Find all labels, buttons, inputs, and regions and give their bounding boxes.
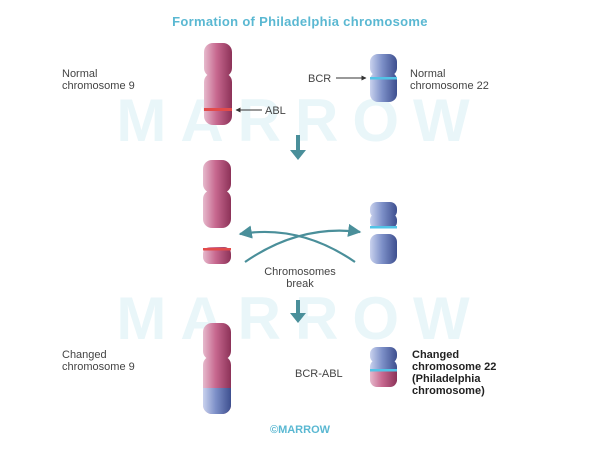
label-normal-chromosome-22: Normal chromosome 22 [410, 68, 489, 92]
bcr-band [370, 77, 397, 80]
watermark-bottom: MARROW [40, 284, 560, 353]
broken-chromosome-22 [370, 202, 397, 264]
label-chromosomes-break: Chromosomes break [264, 266, 336, 290]
changed-chromosome-9 [203, 323, 231, 414]
watermark-top: MARROW [116, 87, 484, 154]
footer-copyright: ©MARROW [269, 424, 331, 436]
exchange-arrows [238, 223, 362, 263]
label-changed-chromosome-9: Changed chromosome 9 [62, 349, 135, 373]
diagram-title: Formation of Philadelphia chromosome [172, 14, 428, 29]
normal-chromosome-9 [204, 43, 232, 125]
broken-chromosome-9 [203, 160, 231, 264]
label-philadelphia-chromosome: Changed chromosome 22 (Philadelphia chro… [412, 349, 497, 397]
abl-band [204, 108, 232, 111]
step-arrow-2 [290, 300, 306, 323]
normal-chromosome-22 [370, 54, 397, 102]
step-arrow-1 [290, 135, 306, 160]
label-bcr: BCR [308, 73, 332, 85]
label-abl: ABL [265, 105, 286, 117]
label-normal-chromosome-9: Normal chromosome 9 [62, 68, 135, 92]
label-bcr-abl: BCR-ABL [295, 368, 343, 380]
philadelphia-chromosome [370, 347, 397, 387]
